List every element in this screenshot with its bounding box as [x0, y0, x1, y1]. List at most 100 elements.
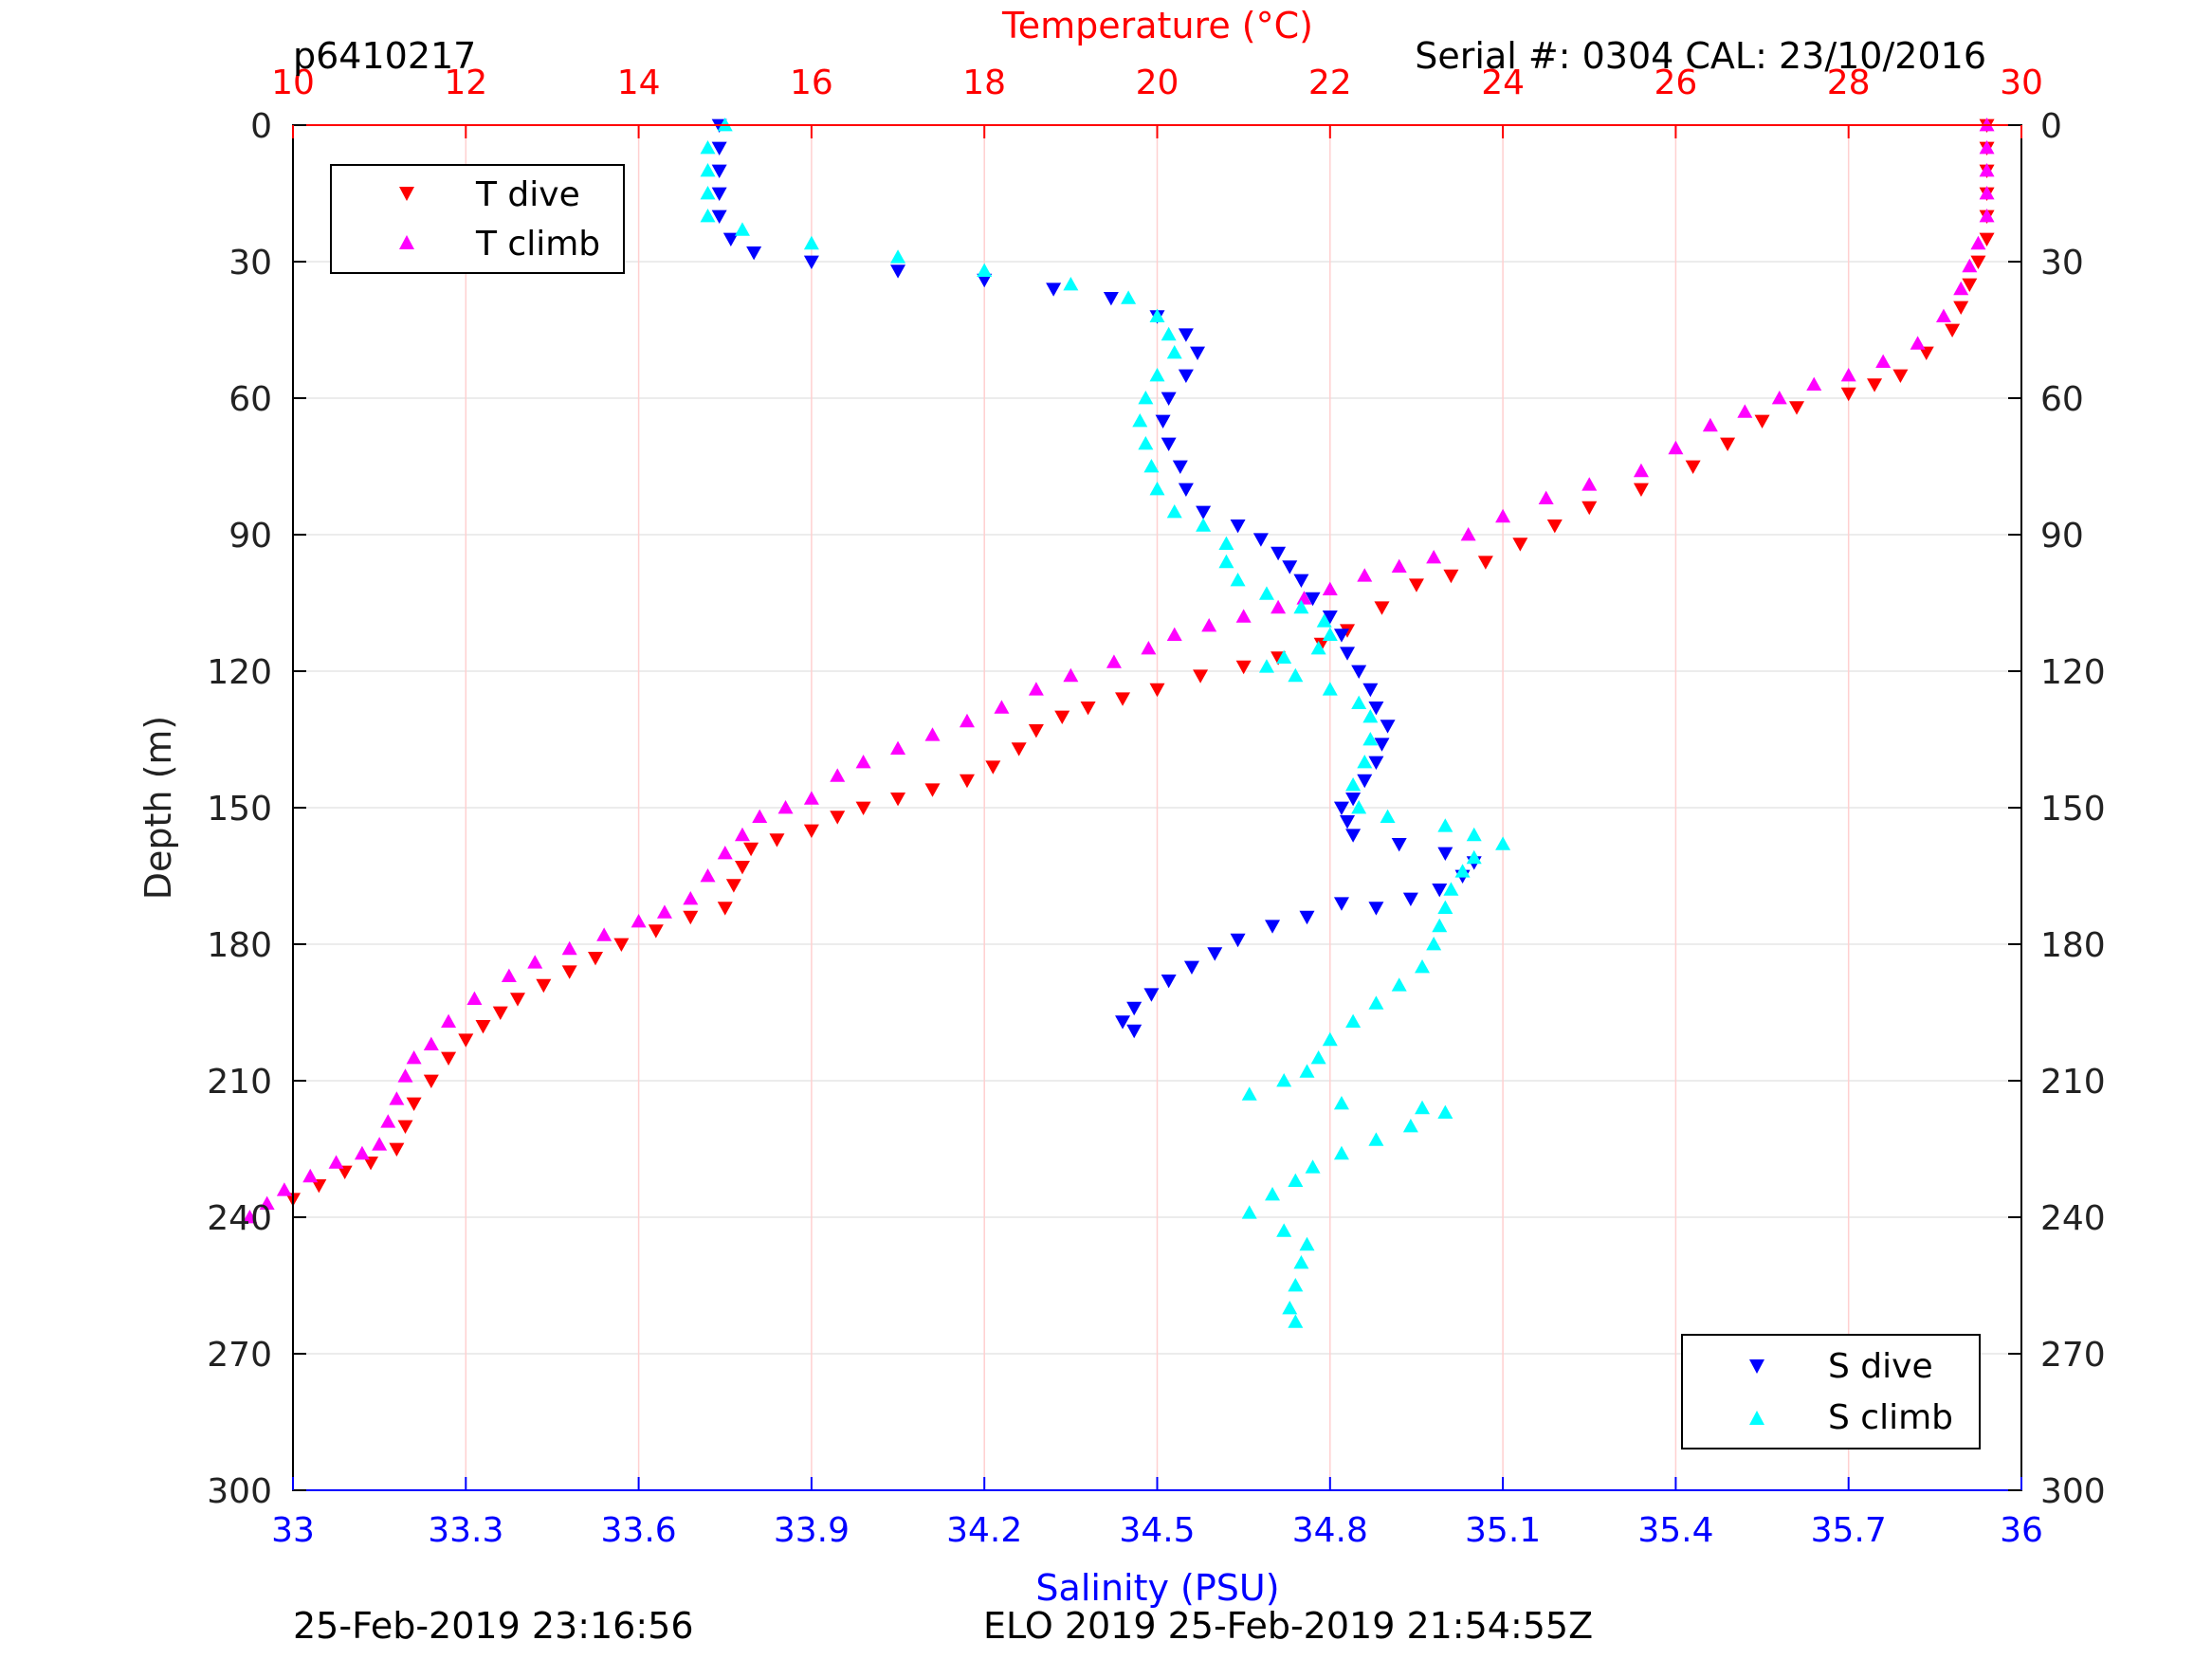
data-point — [700, 140, 716, 155]
data-point — [1230, 573, 1246, 587]
temperature-tick-label: 22 — [1308, 64, 1352, 102]
data-point — [1979, 209, 1995, 223]
data-point — [1357, 755, 1373, 769]
data-point — [1143, 459, 1160, 473]
data-point — [1161, 437, 1177, 451]
data-point — [717, 846, 733, 860]
data-point — [1276, 649, 1292, 664]
data-point — [1368, 902, 1384, 916]
data-point — [1351, 695, 1367, 709]
depth-tick-label-left: 30 — [229, 244, 272, 283]
t-climb-legend-label: T climb — [475, 225, 600, 264]
data-point — [1316, 613, 1332, 628]
data-point — [683, 891, 699, 905]
data-point — [1720, 437, 1736, 451]
s-dive-legend-label: S dive — [1828, 1347, 1933, 1386]
data-point — [711, 187, 727, 201]
data-point — [1161, 975, 1177, 989]
data-point — [1305, 1159, 1321, 1174]
data-point — [1432, 918, 1448, 933]
data-point — [1115, 1015, 1131, 1030]
data-point — [1945, 323, 1961, 337]
data-point — [1282, 1301, 1298, 1315]
data-point — [1512, 538, 1528, 552]
data-point — [1322, 581, 1338, 595]
data-point — [397, 1120, 413, 1134]
data-point — [1685, 460, 1701, 474]
data-point — [1892, 369, 1909, 383]
data-point — [1276, 1073, 1292, 1087]
data-point — [959, 713, 975, 728]
data-point — [1546, 520, 1563, 534]
data-point — [1183, 960, 1199, 975]
data-point — [1789, 401, 1805, 415]
axes: 0 0 30 30 60 60 90 90 120 120 150 150 180 180 210 210 24… — [207, 64, 2105, 1550]
plot-timestamp: 25-Feb-2019 23:16:56 — [293, 1605, 694, 1647]
data-point — [1754, 414, 1770, 428]
data-point — [372, 1137, 388, 1151]
data-point — [1230, 933, 1246, 948]
data-point — [1340, 815, 1356, 830]
data-point — [1293, 599, 1309, 614]
data-point — [1178, 328, 1194, 342]
data-point — [259, 1195, 275, 1210]
temperature-tick-label: 26 — [1654, 64, 1697, 102]
data-point — [441, 1013, 457, 1028]
data-point — [1351, 665, 1367, 679]
data-point — [711, 210, 727, 224]
data-point — [700, 868, 716, 883]
depth-tick-label-right: 150 — [2040, 790, 2106, 829]
temperature-tick-label: 14 — [617, 64, 661, 102]
mission-info: ELO 2019 25-Feb-2019 21:54:55Z — [983, 1605, 1593, 1647]
data-point — [959, 774, 975, 789]
data-point — [1979, 140, 1995, 155]
data-point — [700, 186, 716, 200]
data-point — [1296, 591, 1312, 605]
depth-tick-label-left: 120 — [207, 653, 272, 692]
data-point — [1368, 995, 1384, 1010]
data-point — [1178, 483, 1194, 497]
data-point — [1046, 283, 1062, 297]
data-point — [1172, 460, 1188, 474]
temperature-tick-label: 18 — [962, 64, 1006, 102]
profile-id: p6410217 — [293, 35, 476, 77]
data-point — [1166, 504, 1182, 519]
data-point — [1333, 1145, 1349, 1160]
data-point — [406, 1097, 422, 1111]
temperature-tick-label: 24 — [1481, 64, 1525, 102]
data-point — [1443, 569, 1459, 584]
data-point — [1633, 483, 1649, 497]
data-point — [354, 1145, 370, 1160]
data-point — [1138, 436, 1154, 450]
data-point — [1252, 533, 1269, 547]
data-point — [1282, 560, 1298, 574]
data-point — [1466, 849, 1482, 865]
t-dive-legend-label: T dive — [475, 175, 580, 214]
data-point — [1190, 346, 1206, 360]
depth-tick-label-right: 0 — [2040, 107, 2062, 146]
t-climb-legend-marker — [399, 235, 414, 249]
data-point — [1918, 346, 1934, 360]
data-point — [1402, 892, 1418, 906]
data-point — [1362, 709, 1379, 723]
temperature-tick-label: 12 — [444, 64, 487, 102]
data-point — [242, 1210, 258, 1224]
salinity-legend: S dive S climb — [1681, 1334, 1981, 1449]
data-point — [1121, 290, 1137, 304]
data-point — [1380, 720, 1396, 734]
data-point — [1322, 611, 1338, 625]
data-point — [596, 927, 612, 941]
data-point — [1368, 1132, 1384, 1146]
data-point — [1149, 308, 1165, 322]
depth-tick-label-left: 60 — [229, 380, 272, 419]
data-point — [1345, 793, 1362, 807]
data-point — [1063, 277, 1079, 291]
data-point — [397, 1068, 413, 1083]
data-point — [1806, 376, 1822, 391]
data-point — [1970, 255, 1986, 269]
series-s-climb — [700, 118, 1511, 1328]
data-point — [1235, 660, 1252, 675]
data-point — [1126, 1001, 1143, 1016]
temperature-legend: T dive T climb — [330, 164, 625, 274]
